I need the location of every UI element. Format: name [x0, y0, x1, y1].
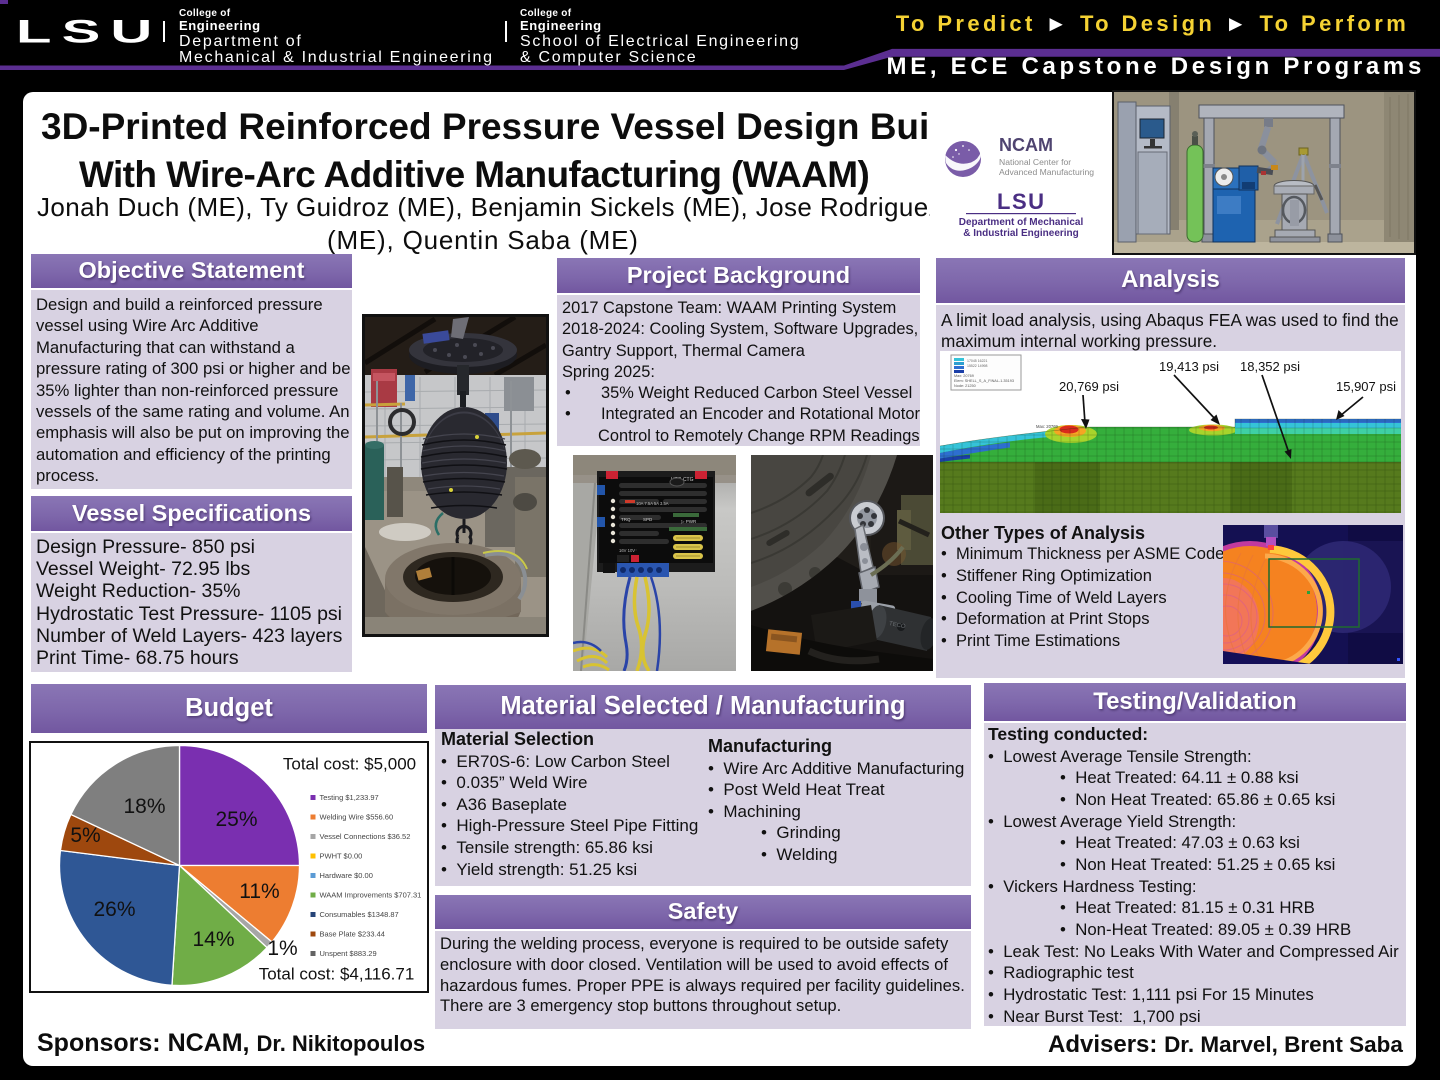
svg-text:19,413 psi: 19,413 psi [1159, 359, 1219, 374]
svg-text:TRQ: TRQ [621, 517, 631, 522]
svg-text:25%: 25% [215, 808, 257, 831]
svg-text:26%: 26% [93, 898, 135, 921]
svg-text:18%: 18% [123, 795, 165, 818]
svg-text:Total cost: $4,116.71: Total cost: $4,116.71 [259, 965, 415, 984]
svg-text:17045 16221: 17045 16221 [967, 359, 987, 363]
svg-text:Advanced Manufacturing: Advanced Manufacturing [999, 167, 1094, 177]
svg-text:& Industrial Engineering: & Industrial Engineering [963, 228, 1079, 239]
svg-text:Hardware $0.00: Hardware $0.00 [320, 871, 373, 880]
svg-text:Welding Wire $556.60: Welding Wire $556.60 [320, 813, 394, 822]
svg-text:TECO: TECO [888, 621, 906, 630]
svg-text:14%: 14% [192, 928, 234, 951]
svg-text:10A 7.5A 5A 3.5A: 10A 7.5A 5A 3.5A [636, 501, 669, 506]
svg-text:Vessel Connections $36.52: Vessel Connections $36.52 [320, 832, 411, 841]
svg-text:Max: 20769: Max: 20769 [1036, 424, 1059, 429]
svg-text:LSU: LSU [997, 189, 1046, 214]
svg-text:Department of Mechanical: Department of Mechanical [959, 217, 1084, 228]
svg-text:SPD: SPD [643, 517, 653, 522]
svg-text:Unspent $883.29: Unspent $883.29 [320, 949, 377, 958]
svg-text:Base Plate $233.44: Base Plate $233.44 [320, 930, 385, 939]
svg-text:Max: 20769: Max: 20769 [954, 374, 974, 378]
svg-text:1%: 1% [267, 937, 297, 960]
svg-text:WAAM Improvements $707.31: WAAM Improvements $707.31 [320, 891, 422, 900]
svg-text:11%: 11% [239, 880, 279, 903]
svg-text:5%: 5% [70, 824, 100, 847]
svg-text:Consumables $1348.87: Consumables $1348.87 [320, 910, 399, 919]
svg-text:18,352 psi: 18,352 psi [1240, 359, 1300, 374]
svg-text:Node: 21250: Node: 21250 [954, 384, 976, 388]
svg-text:15,907 psi: 15,907 psi [1336, 379, 1396, 394]
svg-text:▷ PWR: ▷ PWR [681, 519, 697, 524]
svg-text:20,769 psi: 20,769 psi [1059, 379, 1119, 394]
svg-text:NCAM: NCAM [999, 135, 1053, 155]
svg-text:National Center for: National Center for [999, 157, 1071, 167]
svg-text:15522 14998: 15522 14998 [967, 364, 987, 368]
svg-text:Testing $1,233.97: Testing $1,233.97 [320, 793, 379, 802]
svg-text:Total cost: $5,000: Total cost: $5,000 [283, 755, 416, 774]
svg-text:16V 10V⁻: 16V 10V⁻ [619, 548, 637, 553]
svg-text:PWHT $0.00: PWHT $0.00 [320, 852, 363, 861]
svg-text:Elem: SHELL_S_A_FINAL-1.35193: Elem: SHELL_S_A_FINAL-1.35193 [954, 379, 1014, 383]
